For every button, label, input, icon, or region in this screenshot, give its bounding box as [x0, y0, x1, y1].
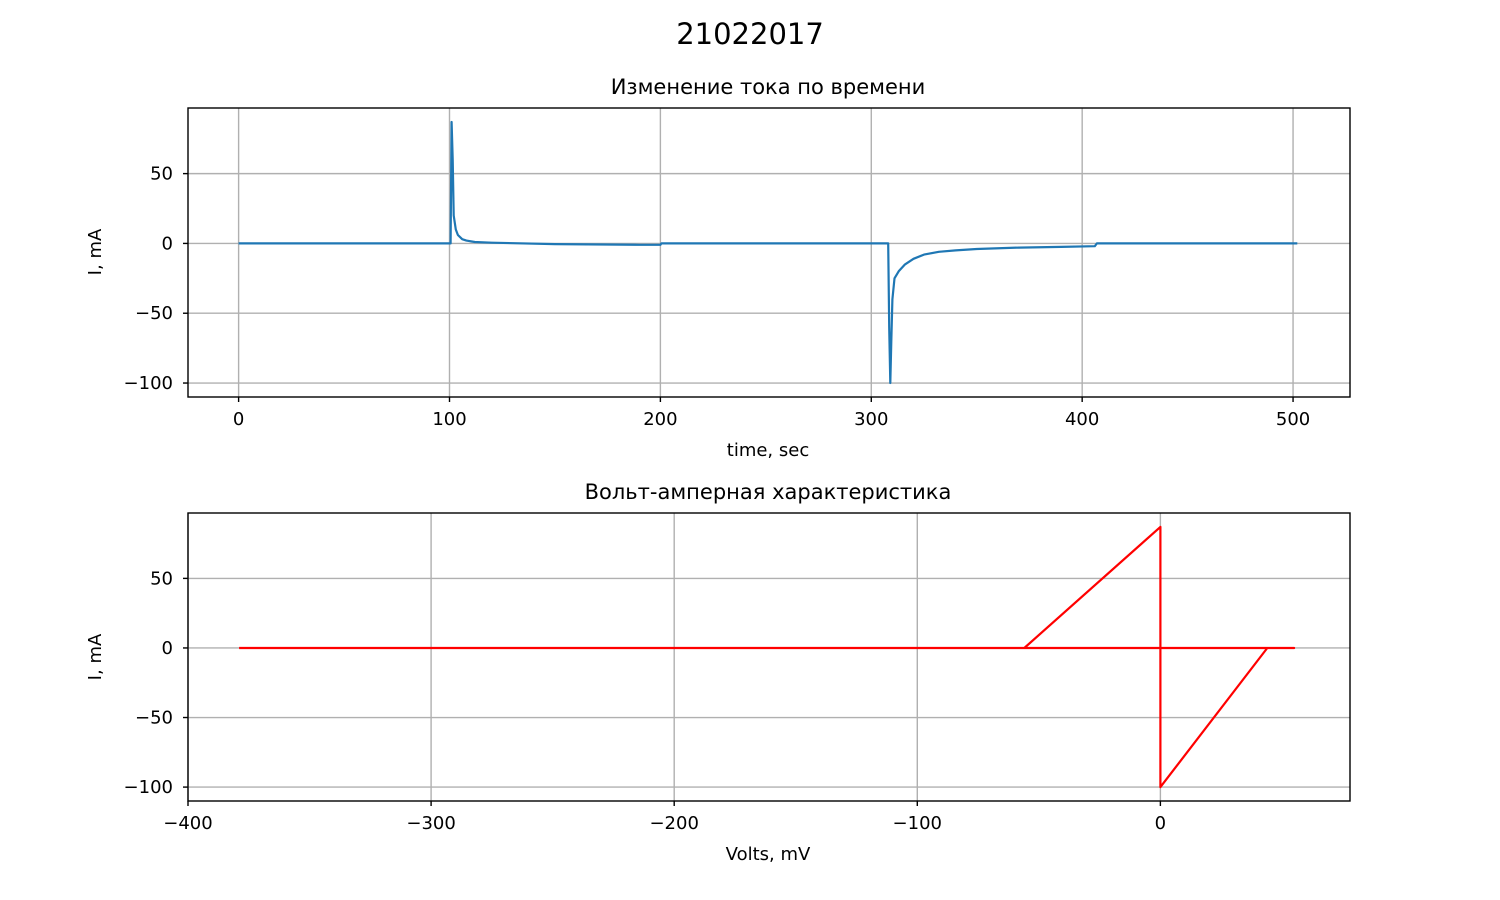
x-tick-label: 500	[1276, 409, 1310, 430]
x-tick-label: −400	[163, 813, 212, 834]
y-axis-label: I, mA	[85, 633, 106, 680]
iv-curve-chart: Вольт-амперная характеристика Volts, mV …	[85, 480, 1351, 865]
x-tick-label: −200	[649, 813, 698, 834]
y-tick-label: 0	[162, 638, 173, 659]
y-tick-label: 0	[162, 233, 173, 254]
y-tick-label: 50	[150, 568, 173, 589]
x-tick-label: −100	[893, 813, 942, 834]
y-tick-label: −100	[124, 777, 173, 798]
chart-title: Изменение тока по времени	[611, 75, 926, 99]
axes-frame	[187, 107, 1351, 398]
series-line	[238, 120, 1298, 385]
y-tick-label: 50	[150, 164, 173, 185]
x-tick-label: 0	[233, 409, 244, 430]
chart-title: Вольт-амперная характеристика	[585, 480, 952, 504]
series-line	[239, 525, 1296, 789]
axes-frame	[187, 512, 1351, 802]
y-tick-label: −100	[124, 373, 173, 394]
x-tick-label: 200	[643, 409, 677, 430]
y-tick-label: −50	[135, 303, 173, 324]
y-axis-label: I, mA	[85, 228, 106, 275]
y-tick-label: −50	[135, 708, 173, 729]
figure-suptitle: 21022017	[676, 17, 824, 51]
x-axis-label: time, sec	[727, 440, 809, 461]
x-tick-label: 300	[854, 409, 888, 430]
x-tick-label: −300	[406, 813, 455, 834]
x-tick-label: 400	[1065, 409, 1099, 430]
x-tick-label: 100	[432, 409, 466, 430]
x-axis-label: Volts, mV	[726, 844, 811, 865]
current-vs-time-chart: Изменение тока по времени time, sec I, m…	[85, 75, 1351, 461]
x-tick-label: 0	[1155, 813, 1166, 834]
